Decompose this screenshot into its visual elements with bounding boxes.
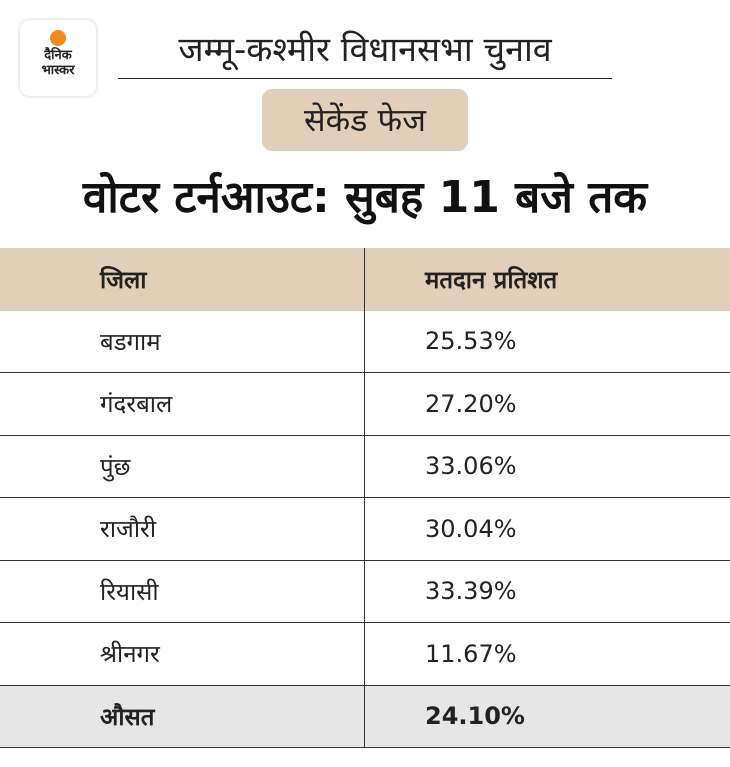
district-cell: पुंछ	[0, 435, 365, 497]
turnout-cell: 30.04%	[425, 514, 517, 543]
turnout-cell: 33.06%	[425, 452, 517, 481]
table-row: रियासी 33.39%	[0, 560, 730, 623]
table-row: बडगाम 25.53%	[0, 310, 730, 373]
turnout-cell: 25.53%	[425, 327, 517, 356]
page-title: जम्मू-कश्मीर विधानसभा चुनाव	[118, 28, 612, 79]
district-cell: राजौरी	[0, 498, 365, 560]
average-label: औसत	[0, 685, 365, 747]
sun-dot-icon	[50, 30, 66, 46]
turnout-cell: 27.20%	[425, 389, 517, 418]
phase-badge: सेकेंड फेज	[262, 89, 468, 151]
table-header: जिला मतदान प्रतिशत	[0, 248, 730, 311]
district-cell: श्रीनगर	[0, 623, 365, 685]
logo-text-line1: दैनिक	[44, 48, 72, 63]
turnout-cell: 33.39%	[425, 577, 517, 606]
district-cell: बडगाम	[0, 310, 365, 372]
logo-text-line2: भास्कर	[41, 63, 75, 78]
average-row: औसत 24.10%	[0, 685, 730, 748]
header-district: जिला	[0, 248, 365, 311]
table-row: गंदरबाल 27.20%	[0, 373, 730, 436]
average-value: 24.10%	[425, 702, 525, 731]
dainik-bhaskar-logo: दैनिक भास्कर	[20, 20, 96, 96]
main-heading: वोटर टर्नआउट: सुबह 11 बजे तक	[82, 172, 648, 223]
turnout-table: जिला मतदान प्रतिशत बडगाम 25.53% गंदरबाल 27…	[0, 248, 730, 748]
district-cell: गंदरबाल	[0, 373, 365, 435]
district-cell: रियासी	[0, 560, 365, 622]
table-row: राजौरी 30.04%	[0, 498, 730, 561]
header-turnout: मतदान प्रतिशत	[425, 265, 558, 294]
turnout-cell: 11.67%	[425, 639, 517, 668]
table-row: श्रीनगर 11.67%	[0, 623, 730, 686]
table-row: पुंछ 33.06%	[0, 435, 730, 498]
